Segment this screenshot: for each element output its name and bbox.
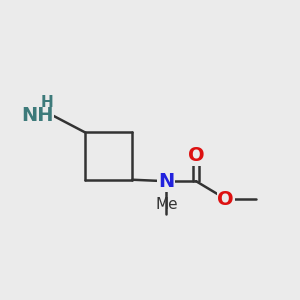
Text: O: O [188,146,204,164]
Text: Me: Me [155,197,178,212]
Text: H: H [41,95,54,110]
Text: O: O [218,190,234,208]
Text: N: N [158,172,175,191]
Text: NH: NH [21,106,53,125]
